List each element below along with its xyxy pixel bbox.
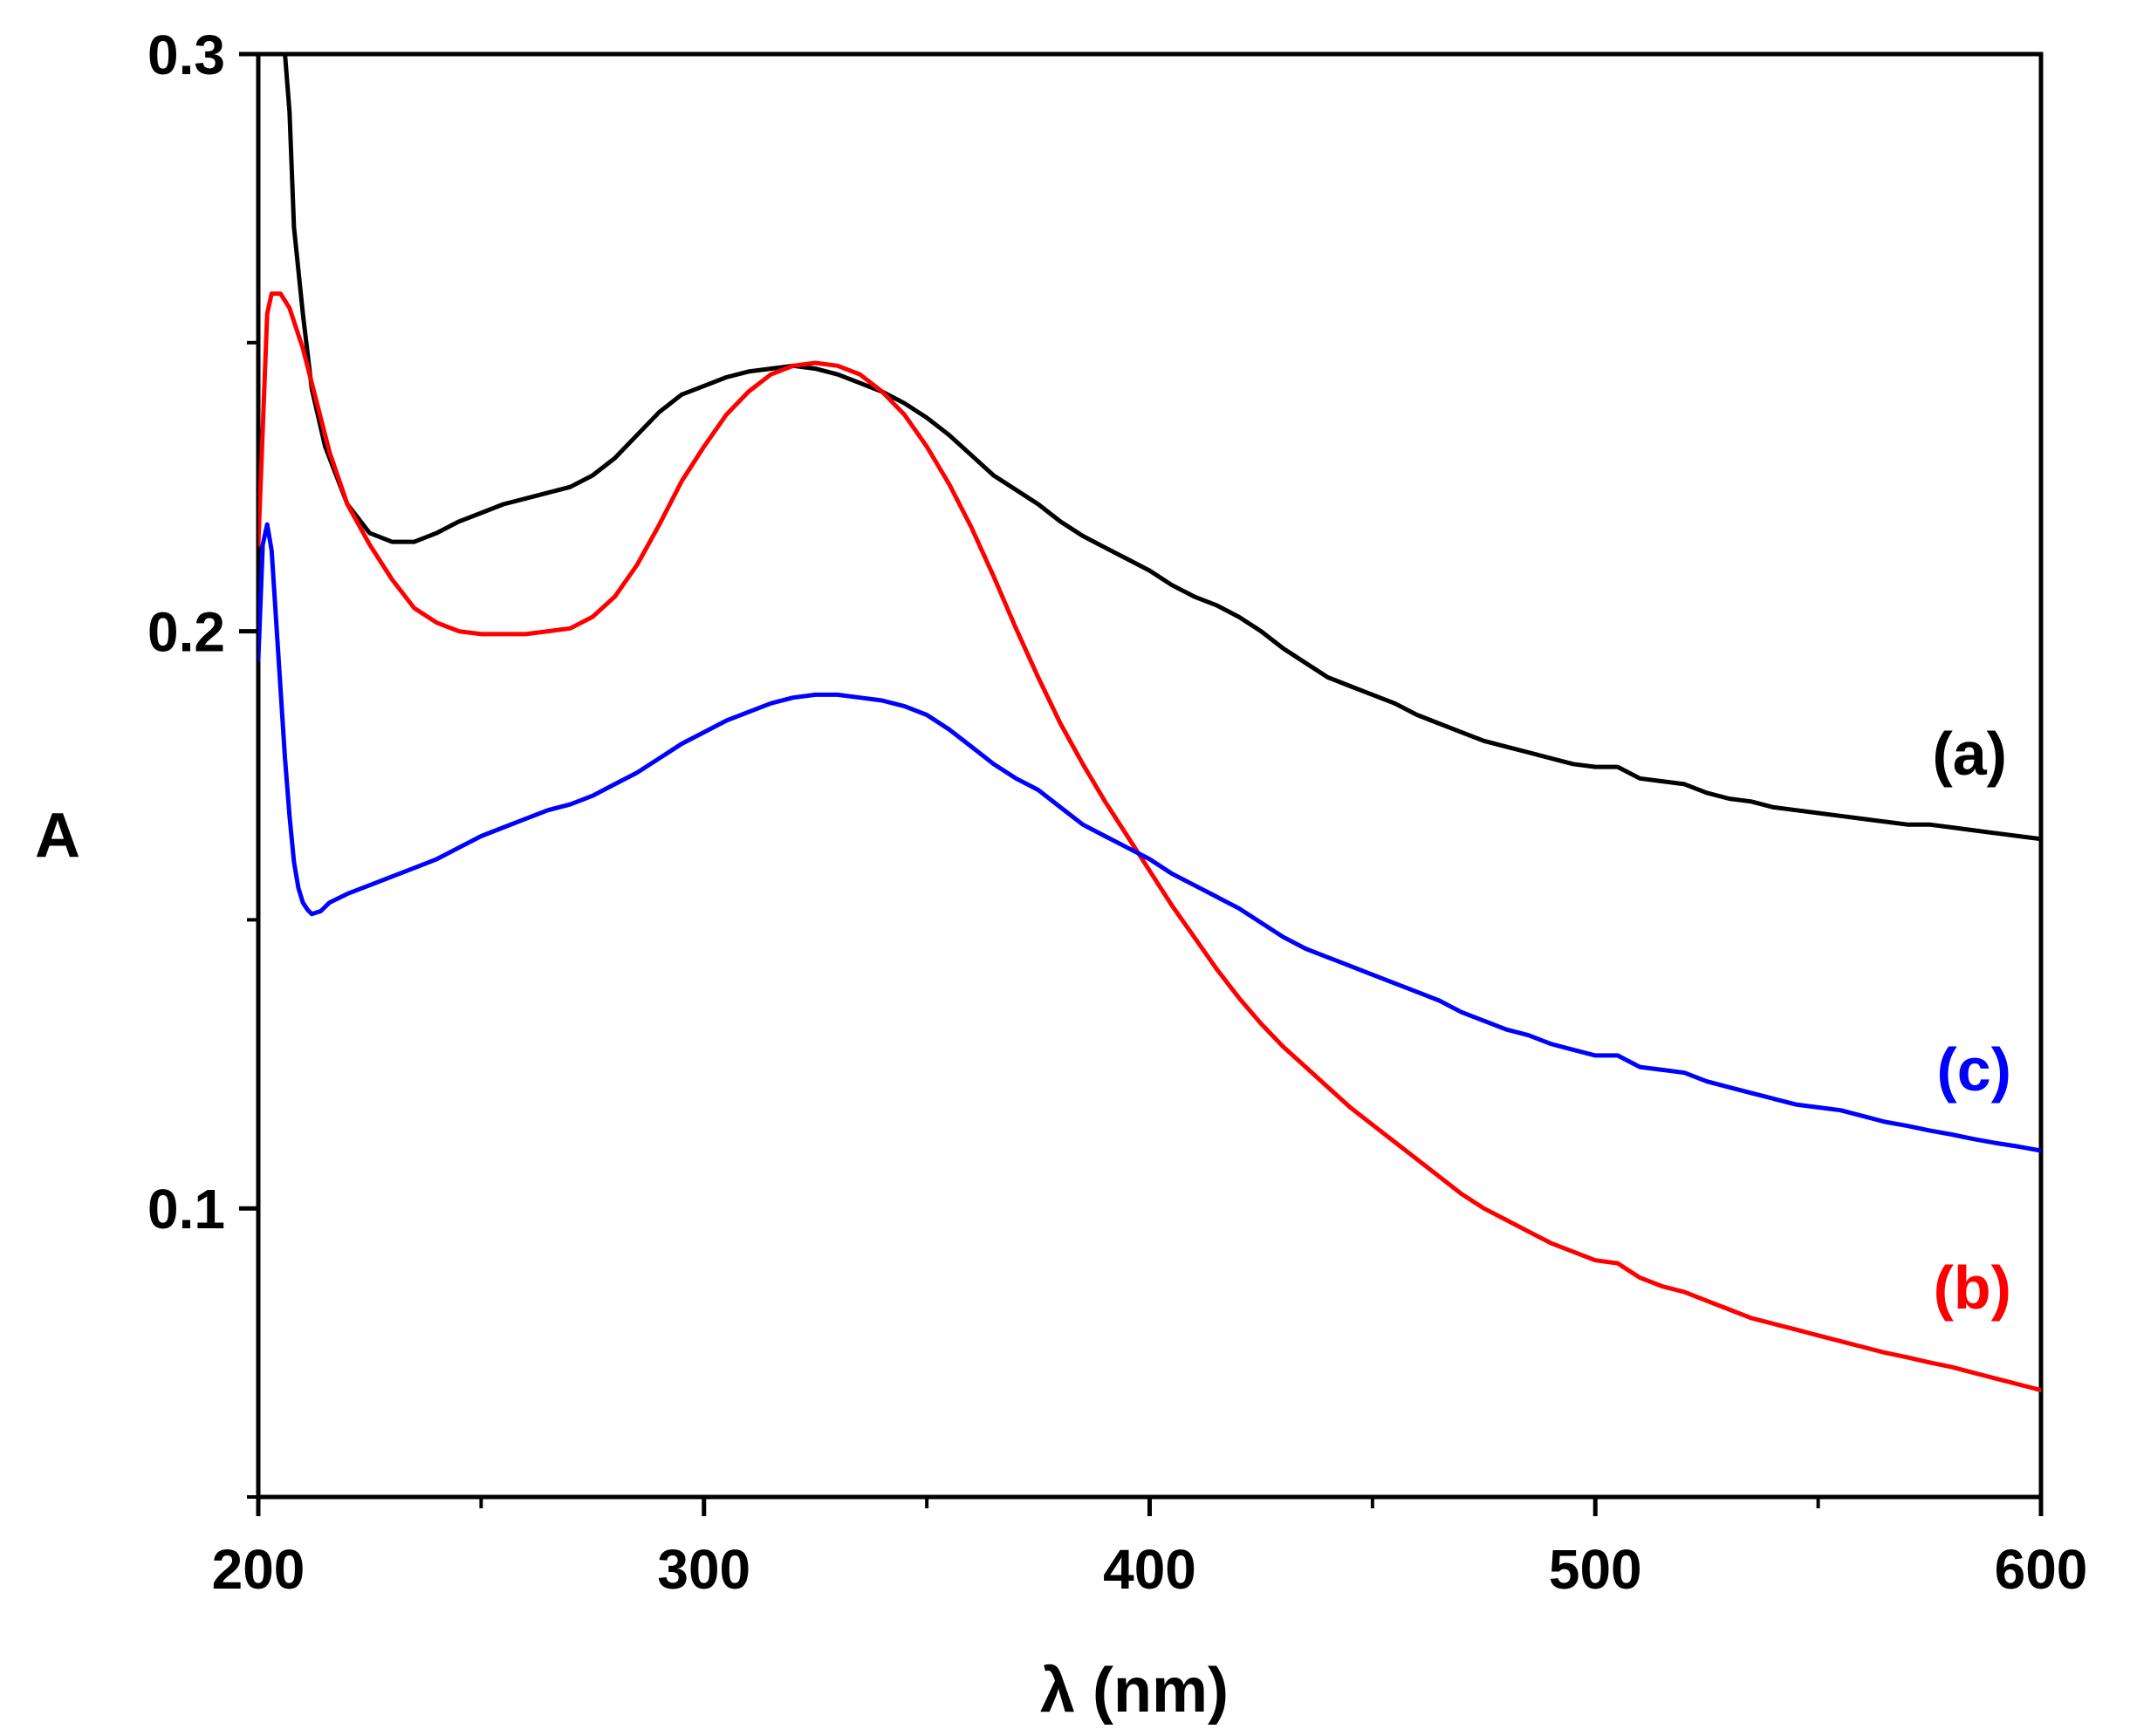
- x-axis-title: λ (nm): [1040, 1656, 1229, 1726]
- series-line-a: [283, 54, 2041, 842]
- y-axis-title: A: [35, 801, 80, 871]
- series-line-c: [258, 522, 2041, 1153]
- series-label-a: (a): [1932, 720, 2007, 788]
- x-tick-label: 500: [1549, 1538, 1642, 1601]
- series-line-b: [258, 291, 2041, 1393]
- y-tick-label: 0.1: [147, 1178, 225, 1240]
- plot-frame: [256, 51, 2044, 1500]
- x-tick-label: 300: [657, 1538, 750, 1601]
- series-label-b: (b): [1934, 1254, 2011, 1322]
- series-label-c: (c): [1936, 1035, 2011, 1104]
- y-tick-label: 0.3: [147, 24, 225, 86]
- axis-ticks: [239, 51, 2044, 1516]
- axis-labels: 200 300 400 500 600 0.1 0.2 0.3: [147, 24, 2087, 1601]
- x-tick-label: 200: [212, 1538, 305, 1601]
- y-tick-label: 0.2: [147, 601, 225, 664]
- x-tick-label: 600: [1995, 1538, 2088, 1601]
- series-group: [258, 54, 2041, 1393]
- x-tick-label: 400: [1103, 1538, 1196, 1601]
